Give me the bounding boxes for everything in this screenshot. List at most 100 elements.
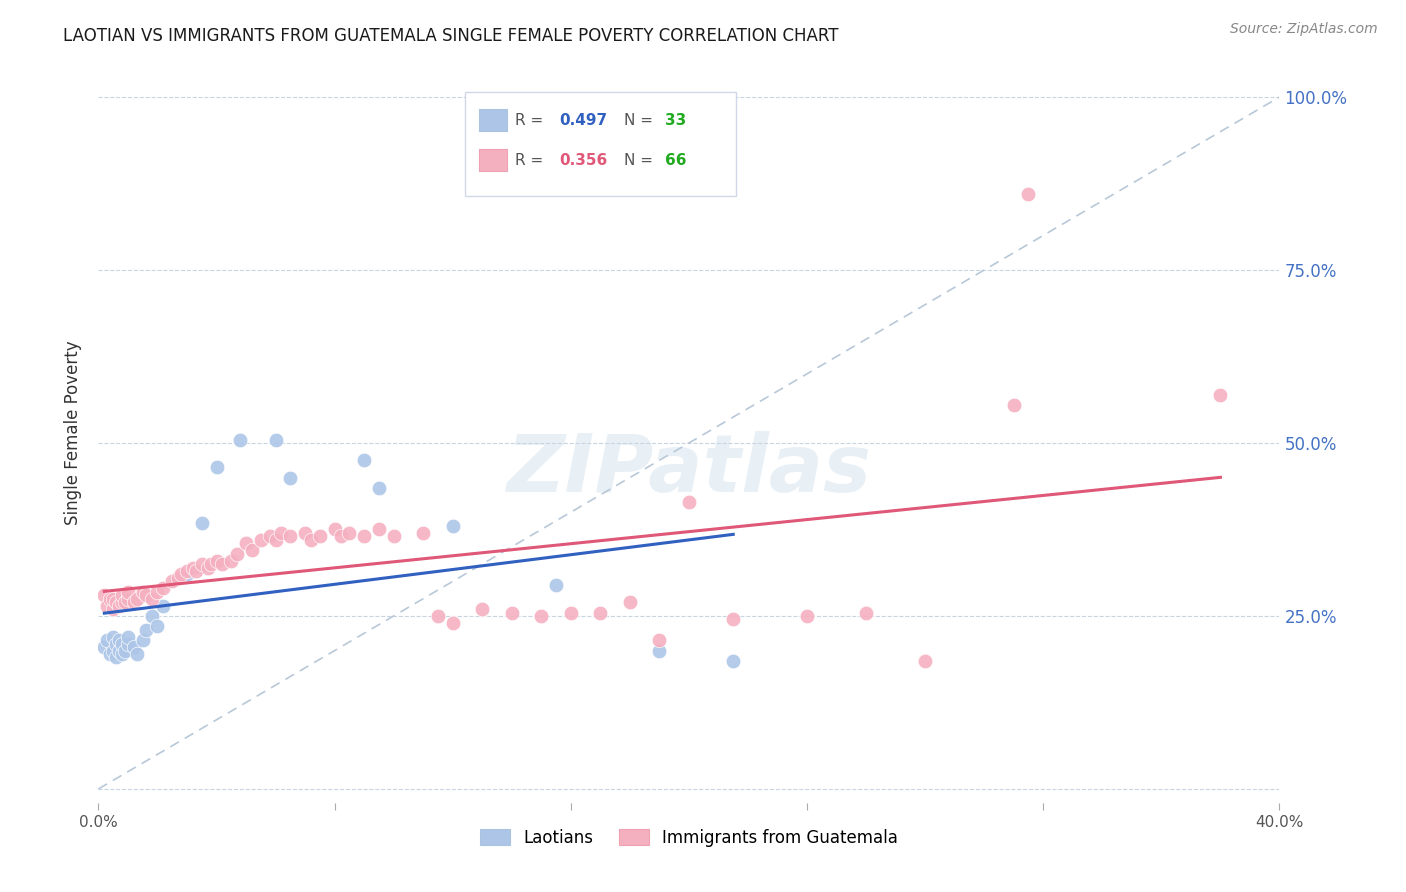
Point: [152, 582, 174, 596]
Point: [105, 637, 128, 651]
Point: [200, 557, 222, 571]
Point: [176, 567, 198, 582]
Point: [191, 557, 214, 571]
Point: [353, 529, 375, 543]
Point: [184, 564, 207, 578]
FancyBboxPatch shape: [478, 149, 508, 171]
Point: [368, 481, 391, 495]
Point: [412, 525, 434, 540]
Point: [108, 599, 131, 613]
Point: [796, 609, 818, 624]
Point: [105, 650, 128, 665]
Point: [103, 602, 125, 616]
Point: [235, 536, 257, 550]
Point: [96, 599, 118, 613]
Point: [125, 647, 148, 661]
Point: [114, 643, 136, 657]
Point: [530, 609, 553, 624]
Text: 0.497: 0.497: [560, 112, 607, 128]
Point: [141, 591, 163, 606]
Point: [103, 643, 125, 657]
Point: [240, 543, 263, 558]
Point: [329, 529, 352, 543]
Point: [353, 453, 375, 467]
Point: [117, 591, 139, 606]
Point: [132, 633, 155, 648]
Point: [141, 609, 163, 624]
Point: [132, 584, 155, 599]
Point: [98, 591, 121, 606]
Point: [250, 533, 273, 547]
Point: [117, 584, 139, 599]
Point: [914, 654, 936, 668]
Point: [122, 595, 145, 609]
Point: [114, 595, 136, 609]
Text: 66: 66: [665, 153, 686, 168]
Point: [280, 529, 302, 543]
Point: [96, 633, 118, 648]
Point: [1209, 387, 1232, 401]
Point: [105, 595, 128, 609]
Point: [471, 602, 494, 616]
Point: [191, 516, 214, 530]
Point: [167, 571, 190, 585]
Point: [135, 623, 157, 637]
Y-axis label: Single Female Poverty: Single Female Poverty: [65, 341, 83, 524]
FancyBboxPatch shape: [478, 109, 508, 131]
Point: [205, 554, 228, 568]
Point: [264, 533, 287, 547]
Text: Source: ZipAtlas.com: Source: ZipAtlas.com: [1230, 22, 1378, 37]
Point: [441, 615, 464, 630]
Point: [93, 640, 115, 654]
Point: [619, 595, 641, 609]
Text: R =: R =: [516, 112, 548, 128]
FancyBboxPatch shape: [464, 92, 737, 195]
Point: [270, 525, 292, 540]
Point: [117, 637, 139, 651]
Point: [103, 630, 125, 644]
Point: [111, 647, 134, 661]
Point: [221, 554, 243, 568]
Point: [299, 533, 322, 547]
Point: [226, 547, 249, 561]
Point: [855, 606, 877, 620]
Point: [229, 433, 252, 447]
Point: [170, 567, 193, 582]
Point: [1018, 186, 1040, 201]
Point: [546, 578, 568, 592]
Point: [501, 606, 523, 620]
Point: [162, 574, 183, 589]
Legend: Laotians, Immigrants from Guatemala: Laotians, Immigrants from Guatemala: [474, 822, 904, 854]
Point: [309, 529, 332, 543]
Point: [648, 643, 671, 657]
Point: [103, 591, 125, 606]
Point: [111, 595, 134, 609]
Point: [135, 588, 157, 602]
Point: [108, 643, 131, 657]
Text: LAOTIAN VS IMMIGRANTS FROM GUATEMALA SINGLE FEMALE POVERTY CORRELATION CHART: LAOTIAN VS IMMIGRANTS FROM GUATEMALA SIN…: [63, 27, 839, 45]
Point: [589, 606, 612, 620]
Text: ZIPatlas: ZIPatlas: [506, 431, 872, 508]
Point: [264, 433, 287, 447]
Point: [280, 470, 302, 484]
Point: [146, 619, 169, 633]
Point: [176, 564, 198, 578]
Point: [122, 640, 145, 654]
Point: [181, 560, 204, 574]
Text: 0.356: 0.356: [560, 153, 607, 168]
Point: [678, 495, 700, 509]
Point: [93, 588, 115, 602]
Point: [382, 529, 405, 543]
Point: [98, 647, 121, 661]
Point: [648, 633, 671, 648]
Point: [111, 588, 134, 602]
Point: [441, 519, 464, 533]
Point: [723, 612, 745, 626]
Point: [294, 525, 316, 540]
Point: [146, 584, 169, 599]
Text: R =: R =: [516, 153, 548, 168]
Point: [1002, 398, 1025, 412]
Point: [427, 609, 450, 624]
Point: [152, 599, 174, 613]
Point: [111, 637, 134, 651]
